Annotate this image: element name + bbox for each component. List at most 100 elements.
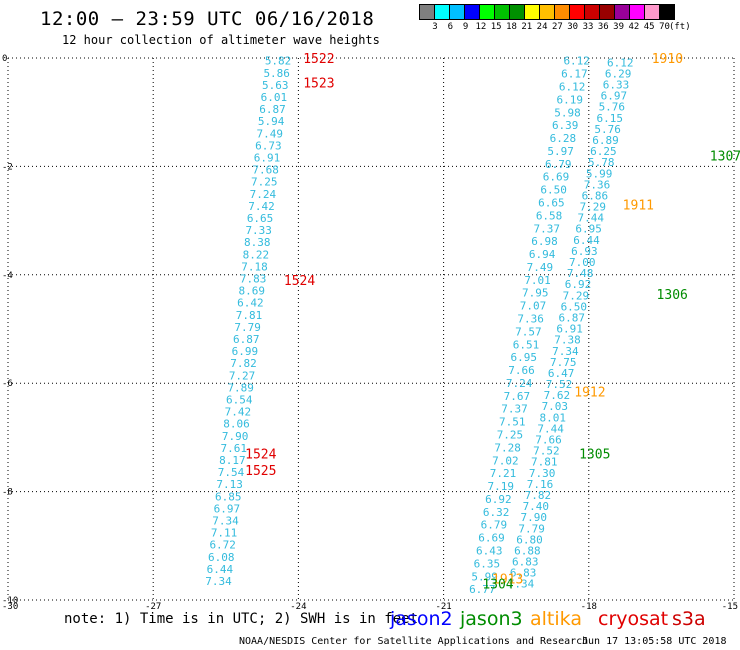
wave-height-label: 7.44 bbox=[537, 422, 564, 435]
x-tick-label: -27 bbox=[145, 602, 161, 610]
wave-height-label: 7.52 bbox=[533, 445, 560, 458]
wave-height-label: 7.52 bbox=[546, 378, 573, 391]
wave-height-label: 7.33 bbox=[245, 224, 272, 237]
wave-height-label: 6.17 bbox=[561, 68, 588, 81]
altimeter-chart: -30 -27 -24 -21 -18 -150-2-4-6-8-105.825.865.… bbox=[2, 52, 740, 610]
color-scale-label: 33 bbox=[582, 22, 594, 32]
wave-height-label: 6.92 bbox=[485, 493, 512, 506]
wave-height-label: 6.79 bbox=[545, 158, 572, 171]
wave-height-label: 7.25 bbox=[497, 428, 524, 441]
wave-height-label: 7.37 bbox=[534, 222, 561, 235]
wave-height-label: 7.34 bbox=[212, 515, 239, 528]
wave-height-label: 5.97 bbox=[547, 145, 574, 158]
wave-height-label: 5.63 bbox=[262, 79, 289, 92]
wave-height-label: 7.75 bbox=[550, 356, 577, 369]
wave-height-label: 7.00 bbox=[569, 256, 596, 269]
wave-height-label: 6.87 bbox=[259, 103, 286, 116]
x-tick-label: -15 bbox=[722, 602, 738, 610]
wave-height-label: 8.38 bbox=[244, 236, 271, 249]
wave-height-label: 7.89 bbox=[227, 381, 254, 394]
color-scale-label: 21 bbox=[521, 22, 533, 32]
time-label: 1911 bbox=[623, 198, 654, 213]
color-scale-label: 27 bbox=[551, 22, 563, 32]
color-scale-label: 6 bbox=[447, 22, 454, 32]
wave-height-label: 6.44 bbox=[207, 563, 234, 576]
color-scale-label: 15 bbox=[490, 22, 502, 32]
wave-height-label: 6.33 bbox=[603, 79, 630, 92]
wave-height-label: 5.99 bbox=[586, 167, 613, 180]
wave-height-label: 6.12 bbox=[559, 80, 586, 93]
time-label: 1524 bbox=[284, 274, 315, 289]
legend-altika: altika bbox=[530, 608, 582, 630]
wave-height-label: 7.40 bbox=[523, 500, 550, 513]
wave-height-label: 6.12 bbox=[607, 56, 634, 69]
y-tick-label: -2 bbox=[2, 162, 13, 172]
wave-height-label: 6.15 bbox=[596, 112, 623, 125]
wave-height-label: 6.29 bbox=[605, 67, 632, 80]
time-label: 1522 bbox=[303, 52, 334, 67]
wave-height-label: 8.06 bbox=[223, 418, 250, 431]
wave-height-label: 7.38 bbox=[554, 334, 581, 347]
wave-height-label: 6.83 bbox=[510, 567, 537, 580]
wave-height-label: 7.82 bbox=[525, 489, 552, 502]
wave-height-label: 6.89 bbox=[592, 134, 619, 147]
wave-height-label: 6.65 bbox=[538, 196, 565, 209]
wave-height-label: 6.01 bbox=[261, 91, 288, 104]
color-scale-label: 24 bbox=[536, 22, 548, 32]
wave-height-label: 7.01 bbox=[524, 274, 551, 287]
color-swatch bbox=[659, 4, 675, 20]
wave-height-label: 6.83 bbox=[512, 556, 539, 569]
wave-height-label: 7.42 bbox=[248, 200, 275, 213]
legend-jason2: jason2 bbox=[390, 608, 453, 630]
wave-height-label: 6.50 bbox=[561, 300, 588, 313]
wave-height-label: 6.99 bbox=[232, 345, 259, 358]
wave-height-label: 7.79 bbox=[234, 321, 261, 334]
color-scale-label: 42 bbox=[628, 22, 640, 32]
wave-height-label: 7.49 bbox=[527, 261, 554, 274]
wave-height-label: 6.87 bbox=[233, 333, 260, 346]
time-label: 1306 bbox=[657, 288, 688, 303]
wave-height-label: 7.29 bbox=[563, 289, 590, 302]
wave-height-label: 6.19 bbox=[557, 93, 584, 106]
wave-height-label: 6.42 bbox=[237, 297, 264, 310]
wave-height-label: 5.76 bbox=[599, 101, 626, 114]
note-bar: note: 1) Time is in UTC; 2) SWH is in fe… bbox=[0, 608, 740, 632]
time-label: 1912 bbox=[574, 385, 605, 400]
units-note: note: 1) Time is in UTC; 2) SWH is in fe… bbox=[64, 611, 419, 627]
wave-height-label: 5.94 bbox=[258, 115, 285, 128]
wave-height-label: 7.95 bbox=[522, 287, 549, 300]
time-label: 1913 bbox=[492, 572, 523, 587]
wave-height-label: 7.02 bbox=[492, 454, 519, 467]
wave-height-label: 7.16 bbox=[527, 478, 554, 491]
y-tick-label: 0 bbox=[2, 54, 7, 64]
wave-height-label: 6.97 bbox=[214, 502, 241, 515]
y-tick-label: -4 bbox=[2, 271, 13, 281]
time-label: 1910 bbox=[652, 52, 683, 67]
wave-height-label: 6.95 bbox=[511, 351, 538, 364]
wave-height-label: 6.97 bbox=[601, 90, 628, 103]
wave-height-label: 6.79 bbox=[481, 519, 508, 532]
wave-height-label: 8.22 bbox=[243, 248, 270, 261]
wave-height-label: 7.28 bbox=[494, 441, 521, 454]
wave-height-label: 7.34 bbox=[552, 345, 579, 358]
wave-height-label: 6.58 bbox=[536, 209, 563, 222]
wave-height-label: 8.17 bbox=[219, 454, 246, 467]
wave-height-label: 7.13 bbox=[216, 478, 243, 491]
wave-height-label: 6.50 bbox=[540, 184, 567, 197]
wave-height-label: 7.81 bbox=[531, 456, 558, 469]
wave-height-label: 6.43 bbox=[476, 544, 503, 557]
wave-height-label: 6.65 bbox=[247, 212, 274, 225]
wave-height-label: 6.77 bbox=[469, 583, 496, 596]
wave-height-label: 5.98 bbox=[554, 106, 581, 119]
wave-height-label: 7.42 bbox=[225, 406, 252, 419]
wave-height-label: 6.69 bbox=[543, 171, 570, 184]
wave-height-label: 6.88 bbox=[514, 544, 541, 557]
x-tick-label: -24 bbox=[290, 602, 306, 610]
wave-height-label: 7.03 bbox=[542, 400, 569, 413]
wave-height-label: 7.07 bbox=[520, 300, 547, 313]
wave-height-label: 6.80 bbox=[516, 533, 543, 546]
color-scale-label: 12 bbox=[475, 22, 487, 32]
wave-height-label: 6.32 bbox=[483, 506, 510, 519]
wave-height-label: 7.30 bbox=[529, 467, 556, 480]
wave-height-label: 7.24 bbox=[506, 377, 533, 390]
